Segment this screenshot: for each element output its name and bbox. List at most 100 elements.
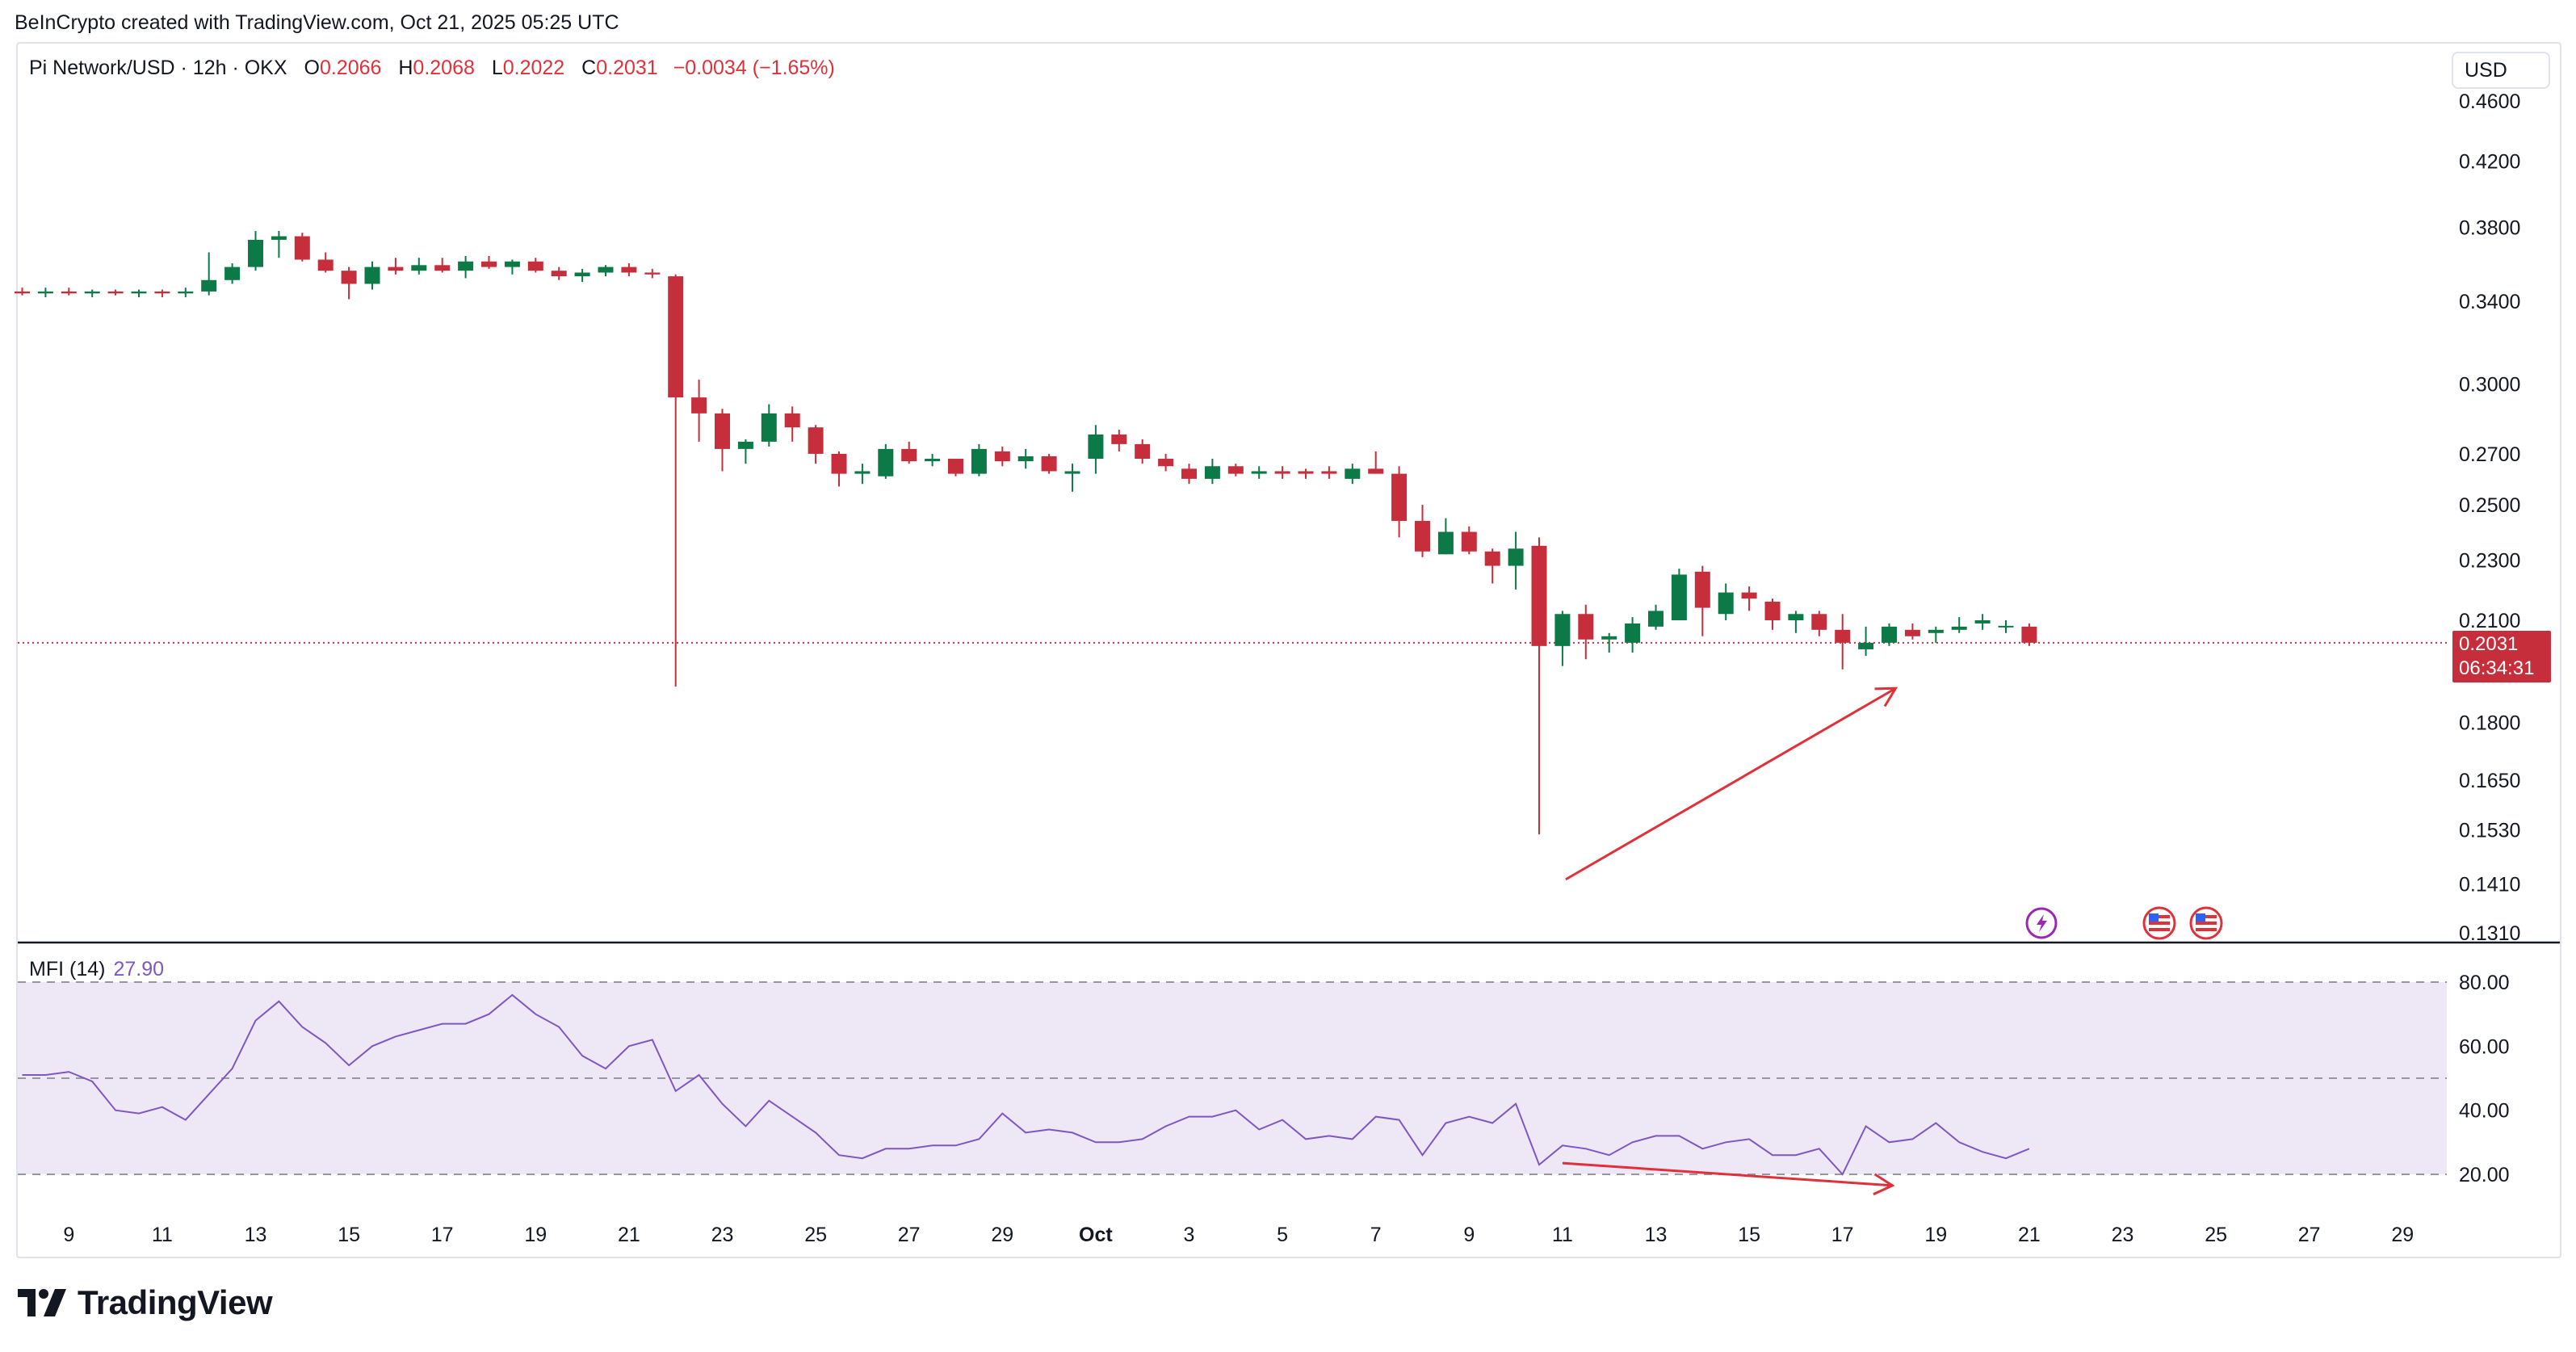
- annotation-layer: [1562, 686, 1898, 1196]
- candle-body: [1437, 531, 1454, 555]
- candle: [1368, 451, 1384, 474]
- arrow-head: [1874, 686, 1898, 707]
- price-axis-tick-label: 0.3800: [2459, 217, 2520, 240]
- candle: [1251, 466, 1267, 479]
- tradingview-wordmark: TradingView: [78, 1283, 273, 1321]
- candle-body: [948, 459, 963, 474]
- lightning-event-icon[interactable]: [2025, 907, 2058, 939]
- time-axis-tick-label: 29: [991, 1224, 1013, 1246]
- candle-body: [1882, 626, 1897, 643]
- tradingview-logo[interactable]: TradingView: [18, 1283, 273, 1321]
- candle-body: [1274, 471, 1290, 474]
- mfi-value: 27.90: [113, 958, 165, 980]
- candle: [621, 263, 637, 277]
- candle: [1531, 537, 1547, 835]
- candle-body: [1578, 614, 1594, 640]
- candle-body: [1694, 571, 1710, 608]
- candle: [1718, 583, 1734, 621]
- time-axis-tick-label: 15: [338, 1224, 360, 1246]
- candle: [598, 265, 614, 277]
- candle-body: [784, 413, 800, 428]
- time-axis-tick-label: 9: [63, 1224, 74, 1246]
- time-axis-tick-label: 27: [2298, 1224, 2321, 1246]
- candle-body: [458, 261, 474, 271]
- candle: [61, 288, 77, 296]
- open-label: O: [304, 57, 320, 79]
- candle-body: [1345, 468, 1361, 479]
- candle: [1835, 614, 1851, 670]
- time-axis-tick-label: 3: [1184, 1224, 1195, 1246]
- candle-body: [364, 267, 380, 284]
- mfi-line-layer: [22, 993, 2030, 1176]
- candle-body: [1625, 623, 1641, 643]
- candle-body: [574, 272, 590, 277]
- time-axis-tick-label: 17: [1831, 1224, 1854, 1246]
- candle-body: [621, 267, 637, 273]
- mfi-lower-low-arrow: [1562, 1161, 1895, 1196]
- candle-body: [481, 261, 497, 267]
- candle-body: [107, 291, 124, 294]
- candle: [527, 258, 543, 273]
- candle: [504, 259, 520, 275]
- candle-body: [1064, 471, 1080, 474]
- candle-body: [131, 291, 147, 294]
- candle: [84, 289, 100, 298]
- candle: [1111, 430, 1127, 451]
- time-axis-tick-label: 23: [711, 1224, 734, 1246]
- mfi-band-layer: [18, 981, 2447, 1175]
- candle-body: [527, 261, 543, 271]
- mfi-legend[interactable]: MFI (14) 27.90: [29, 958, 164, 981]
- us-flag-event-icon[interactable]: [2142, 906, 2176, 940]
- candle-body: [434, 265, 451, 271]
- arrow-shaft: [1562, 1161, 1893, 1187]
- chart-frame: [16, 42, 2561, 1258]
- candle-body: [668, 276, 684, 398]
- candle-body: [1251, 471, 1267, 474]
- candle: [1882, 623, 1897, 646]
- price-axis-tick-label: 0.1800: [2459, 712, 2520, 734]
- candle-body: [971, 448, 987, 474]
- candle-body: [224, 267, 241, 280]
- time-axis-tick-label: 15: [1738, 1224, 1760, 1246]
- candle: [901, 441, 917, 464]
- candle: [761, 404, 777, 447]
- time-axis-tick-label: 13: [245, 1224, 267, 1246]
- mfi-axis-tick-label: 20.00: [2459, 1164, 2510, 1186]
- candle-body: [831, 453, 847, 474]
- candle: [1298, 468, 1314, 479]
- candle-body: [1858, 642, 1874, 649]
- candle-body: [84, 291, 100, 294]
- mfi-label: MFI (14): [29, 958, 106, 980]
- candle: [1181, 464, 1197, 485]
- candle: [1041, 453, 1057, 474]
- candle: [1671, 569, 1687, 621]
- time-axis-tick-label: 11: [152, 1224, 173, 1246]
- us-flag-event-icon[interactable]: [2189, 906, 2223, 940]
- candle: [1998, 620, 2014, 633]
- candle: [1974, 614, 1991, 630]
- candle: [1601, 632, 1617, 653]
- candle: [271, 231, 287, 258]
- candle: [1788, 611, 1804, 633]
- candle: [1391, 466, 1408, 538]
- time-axis-tick-label: 19: [1924, 1224, 1947, 1246]
- candle: [317, 252, 334, 273]
- time-axis-tick-label: 21: [2018, 1224, 2041, 1246]
- event-icons[interactable]: [2025, 906, 2223, 940]
- candle-body: [1718, 592, 1734, 615]
- time-axis-tick-label: 7: [1370, 1224, 1382, 1246]
- candle-body: [1111, 434, 1127, 444]
- price-axis-tick-label: 0.1410: [2459, 874, 2520, 896]
- candle: [1415, 505, 1430, 557]
- candle: [1951, 617, 1967, 633]
- candle: [878, 443, 894, 479]
- candle-body: [1135, 443, 1151, 460]
- candle-body: [1461, 531, 1477, 552]
- candle: [107, 289, 124, 296]
- price-higher-low-arrow: [1565, 686, 1898, 881]
- candle: [925, 453, 941, 467]
- symbol-label[interactable]: Pi Network/USD · 12h · OKX: [29, 57, 287, 79]
- currency-button[interactable]: USD: [2452, 52, 2550, 89]
- change-value: −0.0034 (−1.65%): [673, 57, 835, 79]
